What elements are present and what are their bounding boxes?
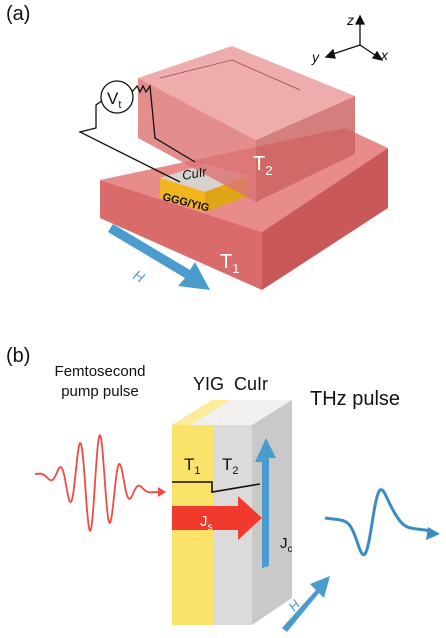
thz-pulse [325,490,430,555]
subscript: t [118,99,121,111]
axis-y: y [311,49,320,65]
subscript: 1 [194,465,200,477]
subscript: s [208,522,213,533]
symbol: T [220,251,232,273]
pump-arrowhead [158,487,166,497]
field-label: H [131,267,149,286]
subscript: 2 [232,465,238,477]
subscript: 2 [265,163,272,178]
layer-label: CuIr [234,374,268,394]
symbol: V [107,89,119,108]
symbol: T [253,153,265,175]
panel-label: (a) [6,3,30,25]
symbol: T [222,455,232,474]
pump-label: pump pulse [61,383,139,400]
axes-icon [326,16,382,60]
axis-x: x [380,47,389,63]
subscript: 1 [232,261,239,276]
panel-label: (b) [6,345,30,367]
symbol: J [200,513,208,530]
axis-z: z [346,12,354,28]
symbol: T [184,455,194,474]
output-label: THz pulse [310,388,400,410]
pump-label: Femtosecond [55,363,146,380]
pump-pulse [35,435,160,530]
subscript: c [288,544,293,555]
symbol: J [280,535,288,552]
thz-arrowhead [426,527,440,540]
layer-label: YIG [193,374,224,394]
figure: (a) z y x Vt CuIr GGG/YIG T2 T1 H (b) Fe… [0,0,446,638]
